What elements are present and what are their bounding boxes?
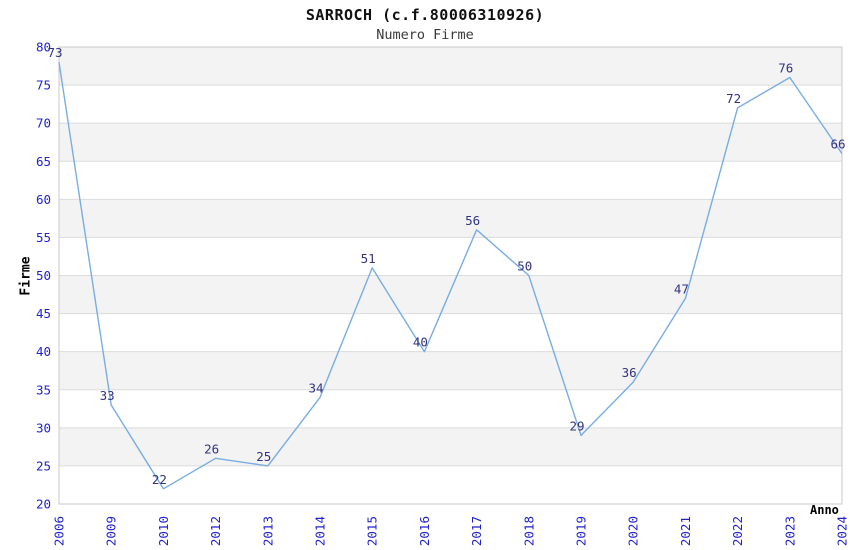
data-label: 29	[569, 418, 584, 433]
data-label: 36	[622, 365, 637, 380]
y-tick-label: 25	[36, 458, 51, 473]
data-label: 40	[413, 335, 428, 350]
x-tick-label: 2021	[678, 516, 693, 546]
x-tick-label: 2014	[313, 516, 328, 546]
y-tick-label: 30	[36, 420, 51, 435]
x-tick-label: 2017	[469, 516, 484, 546]
chart-subtitle: Numero Firme	[376, 27, 474, 43]
y-tick-label: 80	[36, 40, 51, 55]
series-line	[58, 62, 843, 490]
x-axis-title: Anno	[810, 503, 839, 517]
grid-band	[59, 275, 842, 314]
y-tick-label: 55	[36, 230, 51, 245]
x-tick-label: 2016	[417, 516, 432, 546]
grid-band	[59, 351, 842, 390]
y-tick-label: 60	[36, 192, 51, 207]
data-label: 25	[256, 449, 271, 464]
data-label: 76	[778, 60, 793, 75]
data-label: 34	[308, 380, 323, 395]
x-tick-label: 2009	[104, 516, 119, 546]
x-tick-label: 2006	[52, 516, 67, 546]
data-label: 72	[726, 91, 741, 106]
data-label: 22	[152, 472, 167, 487]
x-tick-label: 2023	[782, 516, 797, 546]
grid-band	[59, 47, 842, 86]
x-tick-label: 2010	[156, 516, 171, 546]
data-label: 50	[517, 259, 532, 274]
grid-band	[59, 123, 842, 162]
x-tick-label: 2020	[626, 516, 641, 546]
data-label: 56	[465, 213, 480, 228]
grid-band	[59, 427, 842, 466]
grid-band	[59, 199, 842, 238]
y-tick-label: 40	[36, 344, 51, 359]
plot-border	[58, 46, 843, 505]
x-tick-label: 2012	[208, 516, 223, 546]
x-tick-label: 2015	[365, 516, 380, 546]
y-tick-label: 20	[36, 497, 51, 512]
y-tick-label: 65	[36, 154, 51, 169]
x-tick-label: 2019	[574, 516, 589, 546]
data-label: 26	[204, 441, 219, 456]
data-label: 47	[674, 281, 689, 296]
x-tick-label: 2018	[521, 516, 536, 546]
data-label: 73	[47, 45, 62, 60]
chart-title: SARROCH (c.f.80006310926)	[305, 6, 545, 24]
y-tick-label: 45	[36, 306, 51, 321]
y-tick-label: 75	[36, 78, 51, 93]
data-label: 51	[361, 251, 376, 266]
y-tick-label: 50	[36, 268, 51, 283]
x-tick-label: 2022	[730, 516, 745, 546]
y-tick-label: 70	[36, 116, 51, 131]
data-label: 66	[830, 137, 845, 152]
y-tick-label: 35	[36, 382, 51, 397]
x-tick-label: 2013	[260, 516, 275, 546]
x-tick-label: 2024	[835, 516, 850, 546]
data-label: 33	[100, 388, 115, 403]
